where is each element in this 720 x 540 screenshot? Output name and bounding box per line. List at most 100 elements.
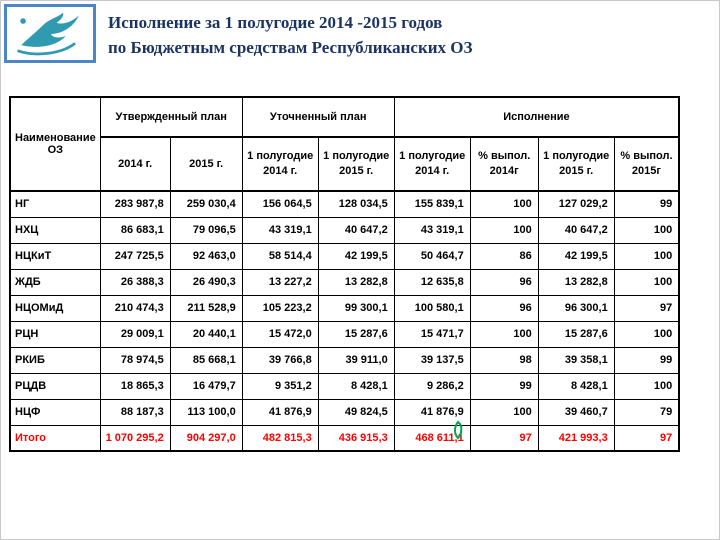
cell-value: 79 [613, 398, 680, 426]
table-row: РЦДВ 18 865,3 16 479,7 9 351,2 8 428,1 9 286,… [9, 372, 680, 400]
table-row: РКИБ 78 974,5 85 668,1 39 766,8 39 911,0 39 1… [9, 346, 680, 374]
row-label: РКИБ [9, 346, 101, 374]
row-label: Итого [9, 424, 101, 452]
cell-value: 42 199,5 [317, 242, 395, 270]
cell-value: 39 137,5 [393, 346, 471, 374]
cell-value: 39 766,8 [241, 346, 319, 374]
cell-value: 99 [469, 372, 539, 400]
sub-header-1: 2015 г. [169, 136, 243, 192]
table-row: НЦФ 88 187,3 113 100,0 41 876,9 49 824,5 41 8… [9, 398, 680, 426]
cell-value: 29 009,1 [99, 320, 171, 348]
cell-value: 482 815,3 [241, 424, 319, 452]
cell-value: 39 358,1 [537, 346, 615, 374]
cell-value: 43 319,1 [393, 216, 471, 244]
cell-value: 26 388,3 [99, 268, 171, 296]
cell-value: 50 464,7 [393, 242, 471, 270]
cell-value: 92 463,0 [169, 242, 243, 270]
slide-header: Исполнение за 1 полугодие 2014 -2015 год… [1, 1, 719, 93]
col-group-approved-plan: Утвержденный план [99, 96, 243, 138]
cell-value: 18 865,3 [99, 372, 171, 400]
col-header-name: Наименование ОЗ [9, 96, 101, 192]
row-label: РЦН [9, 320, 101, 348]
cell-value: 211 528,9 [169, 294, 243, 322]
cell-value: 100 [613, 320, 680, 348]
col-group-execution: Исполнение [393, 96, 680, 138]
cell-value: 79 096,5 [169, 216, 243, 244]
col-group-adjusted-plan: Уточненный план [241, 96, 395, 138]
table-row: НЦОМиД 210 474,3 211 528,9 105 223,2 99 300,… [9, 294, 680, 322]
sub-header-row: 2014 г. 2015 г. 1 полугодие 2014 г. 1 полуг… [10, 136, 680, 192]
sub-header-4: 1 полугодие 2014 г. [393, 136, 471, 192]
sub-header-6: 1 полугодие 2015 г. [537, 136, 615, 192]
budget-table: Наименование ОЗ Утвержденный план Уточне… [9, 96, 681, 452]
row-label: НЦКиТ [9, 242, 101, 270]
cell-value: 26 490,3 [169, 268, 243, 296]
cell-value: 15 471,7 [393, 320, 471, 348]
table-row: НХЦ 86 683,1 79 096,5 43 319,1 40 647,2 43 31… [9, 216, 680, 244]
cell-value: 96 300,1 [537, 294, 615, 322]
cell-value: 436 915,3 [317, 424, 395, 452]
cell-value: 41 876,9 [241, 398, 319, 426]
cell-value: 13 227,2 [241, 268, 319, 296]
cell-value: 13 282,8 [537, 268, 615, 296]
cell-value: 8 428,1 [537, 372, 615, 400]
table-row: НГ 283 987,8 259 030,4 156 064,5 128 034,5 15… [9, 190, 680, 218]
cell-value: 12 635,8 [393, 268, 471, 296]
logo [4, 4, 96, 63]
table-row: НЦКиТ 247 725,5 92 463,0 58 514,4 42 199,5 50… [9, 242, 680, 270]
row-label: РЦДВ [9, 372, 101, 400]
table-row: РЦН 29 009,1 20 440,1 15 472,0 15 287,6 15 47… [9, 320, 680, 348]
sub-header-2: 1 полугодие 2014 г. [241, 136, 319, 192]
cell-value: 99 300,1 [317, 294, 395, 322]
cell-value: 105 223,2 [241, 294, 319, 322]
green-annotation-mark [454, 420, 463, 440]
cell-value: 97 [613, 294, 680, 322]
cell-value: 156 064,5 [241, 190, 319, 218]
sub-header-3: 1 полугодие 2015 г. [317, 136, 395, 192]
row-label: НЦФ [9, 398, 101, 426]
cell-value: 100 [469, 398, 539, 426]
cell-value: 100 [469, 320, 539, 348]
cell-value: 16 479,7 [169, 372, 243, 400]
cell-value: 86 683,1 [99, 216, 171, 244]
cell-value: 40 647,2 [317, 216, 395, 244]
cell-value: 210 474,3 [99, 294, 171, 322]
cell-value: 58 514,4 [241, 242, 319, 270]
cell-value: 421 993,3 [537, 424, 615, 452]
cell-value: 97 [613, 424, 680, 452]
cell-value: 98 [469, 346, 539, 374]
cell-value: 88 187,3 [99, 398, 171, 426]
cell-value: 100 [613, 216, 680, 244]
cell-value: 13 282,8 [317, 268, 395, 296]
cell-value: 113 100,0 [169, 398, 243, 426]
cell-value: 127 029,2 [537, 190, 615, 218]
cell-value: 259 030,4 [169, 190, 243, 218]
cell-value: 42 199,5 [537, 242, 615, 270]
cell-value: 100 [469, 216, 539, 244]
cell-value: 96 [469, 268, 539, 296]
cell-value: 904 297,0 [169, 424, 243, 452]
cell-value: 40 647,2 [537, 216, 615, 244]
cell-value: 100 580,1 [393, 294, 471, 322]
sub-header-7: % выпол. 2015г [613, 136, 680, 192]
cell-value: 8 428,1 [317, 372, 395, 400]
cell-value: 9 351,2 [241, 372, 319, 400]
total-row: Итого 1 070 295,2 904 297,0 482 815,3 436 91… [9, 424, 680, 452]
cell-value: 128 034,5 [317, 190, 395, 218]
cell-value: 247 725,5 [99, 242, 171, 270]
table-row: ЖДБ 26 388,3 26 490,3 13 227,2 13 282,8 12 63… [9, 268, 680, 296]
row-label: ЖДБ [9, 268, 101, 296]
swan-logo-icon [17, 12, 79, 55]
cell-value: 1 070 295,2 [99, 424, 171, 452]
cell-value: 43 319,1 [241, 216, 319, 244]
cell-value: 78 974,5 [99, 346, 171, 374]
cell-value: 85 668,1 [169, 346, 243, 374]
sub-header-5: % выпол. 2014г [469, 136, 539, 192]
title-line-1: Исполнение за 1 полугодие 2014 -2015 год… [108, 13, 443, 32]
cell-value: 49 824,5 [317, 398, 395, 426]
cell-value: 96 [469, 294, 539, 322]
cell-value: 100 [613, 372, 680, 400]
cell-value: 39 460,7 [537, 398, 615, 426]
title-line-2: по Бюджетным средствам Республиканских О… [108, 37, 473, 57]
cell-value: 99 [613, 346, 680, 374]
